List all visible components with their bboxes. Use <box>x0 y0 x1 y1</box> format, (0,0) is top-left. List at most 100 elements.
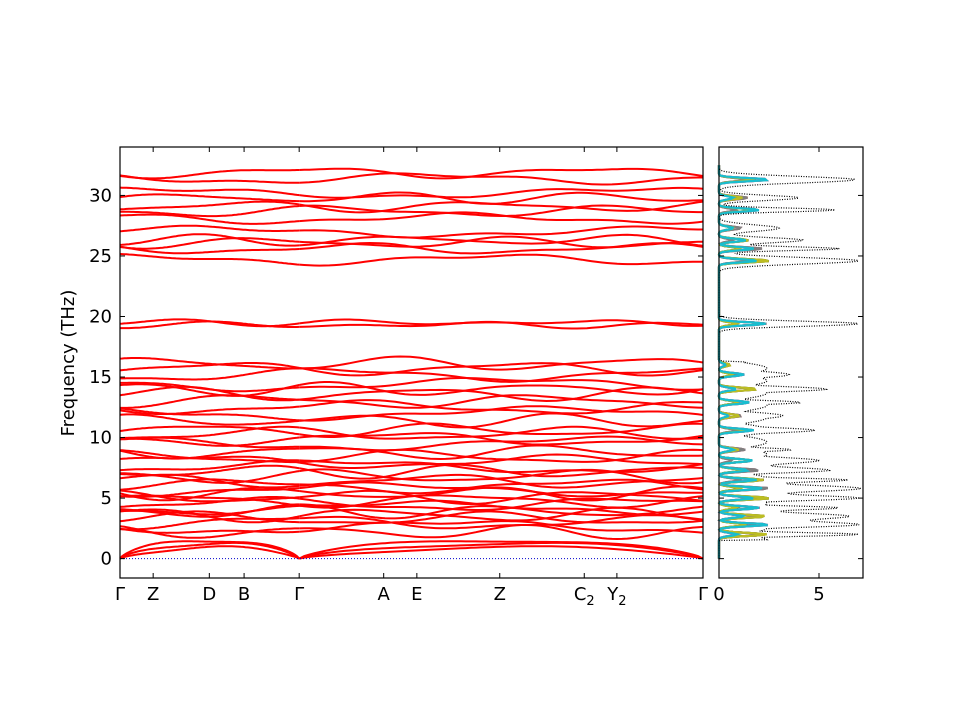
band-line <box>119 213 300 225</box>
y-tick-label: 20 <box>89 306 112 327</box>
band-line <box>299 497 704 511</box>
high-symmetry-label: Γ <box>698 584 708 605</box>
band-line <box>299 444 704 461</box>
band-line <box>299 494 704 509</box>
y-tick-label: 5 <box>101 488 112 509</box>
band-line <box>119 436 300 447</box>
acoustic-branch <box>298 541 704 560</box>
band-line <box>119 193 300 203</box>
band-line <box>299 514 704 530</box>
band-line <box>299 499 704 516</box>
band-line <box>119 413 300 426</box>
high-symmetry-label: E <box>411 584 422 605</box>
band-line <box>119 237 300 250</box>
band-line <box>299 422 704 438</box>
high-symmetry-label: Γ <box>115 584 125 605</box>
band-line <box>119 407 300 422</box>
high-symmetry-label: Z <box>147 584 159 605</box>
band-line <box>299 506 704 522</box>
acoustic-branch <box>299 545 704 560</box>
band-line <box>119 510 300 524</box>
band-line <box>119 186 300 197</box>
projected-dos-curve <box>717 165 770 559</box>
band-axes-frame <box>119 146 704 579</box>
band-line <box>299 241 704 255</box>
band-line <box>299 253 703 267</box>
band-line <box>299 399 704 415</box>
band-line <box>119 362 300 372</box>
band-line <box>119 496 300 508</box>
band-line <box>119 464 300 477</box>
dos-axes-frame <box>718 146 864 579</box>
band-line <box>299 386 704 403</box>
band-line <box>299 459 704 474</box>
y-tick-label: 15 <box>89 367 112 388</box>
y-tick-label: 25 <box>89 246 112 267</box>
band-line <box>299 367 704 383</box>
band-line <box>299 318 704 327</box>
band-line <box>119 245 300 255</box>
band-line <box>299 463 704 480</box>
band-line <box>119 174 300 184</box>
band-line <box>299 489 704 506</box>
band-line <box>119 405 300 415</box>
band-line <box>299 362 704 377</box>
y-tick-label: 30 <box>89 185 112 206</box>
acoustic-branch <box>119 541 300 560</box>
high-symmetry-subscript: 2 <box>618 594 626 609</box>
band-line <box>119 449 300 464</box>
band-line <box>299 191 704 205</box>
band-line <box>299 167 704 180</box>
band-line <box>299 172 703 186</box>
dos-x-tick-label: 0 <box>713 584 724 605</box>
band-line <box>119 447 300 460</box>
band-line <box>119 253 300 266</box>
high-symmetry-subscript: 2 <box>586 594 594 609</box>
band-line <box>119 233 300 247</box>
y-tick-label: 0 <box>101 549 112 570</box>
high-symmetry-label: A <box>378 584 391 605</box>
band-line <box>299 186 704 199</box>
band-line <box>299 448 704 464</box>
total-dos-curve <box>718 165 862 559</box>
high-symmetry-label: Z <box>494 584 506 605</box>
band-line <box>299 425 704 440</box>
band-line <box>120 205 300 218</box>
band-line <box>120 394 300 409</box>
band-line <box>119 318 300 328</box>
band-line <box>119 455 300 464</box>
acoustic-branch <box>298 540 704 560</box>
band-line <box>120 367 300 381</box>
band-line <box>119 357 300 370</box>
band-line <box>119 425 300 436</box>
band-line <box>299 355 704 371</box>
band-line <box>119 487 300 498</box>
band-line <box>299 405 704 422</box>
y-tick-label: 10 <box>89 428 112 449</box>
band-line <box>119 489 300 503</box>
band-line <box>299 235 704 249</box>
y-axis-label: Frequency (THz) <box>58 290 79 437</box>
high-symmetry-label: Γ <box>294 584 304 605</box>
band-line <box>119 224 300 233</box>
band-line <box>119 517 300 531</box>
band-line <box>299 432 704 446</box>
dos-curves <box>717 165 862 559</box>
band-line <box>120 381 300 393</box>
band-line <box>299 468 704 485</box>
band-line <box>299 478 704 495</box>
phonon-band-lines <box>119 167 704 560</box>
band-line <box>119 383 300 397</box>
band-line <box>299 233 704 247</box>
band-line <box>299 473 704 489</box>
band-line <box>299 377 704 391</box>
band-line <box>299 453 704 469</box>
band-line <box>299 225 703 239</box>
dos-x-tick-label: 5 <box>813 584 824 605</box>
